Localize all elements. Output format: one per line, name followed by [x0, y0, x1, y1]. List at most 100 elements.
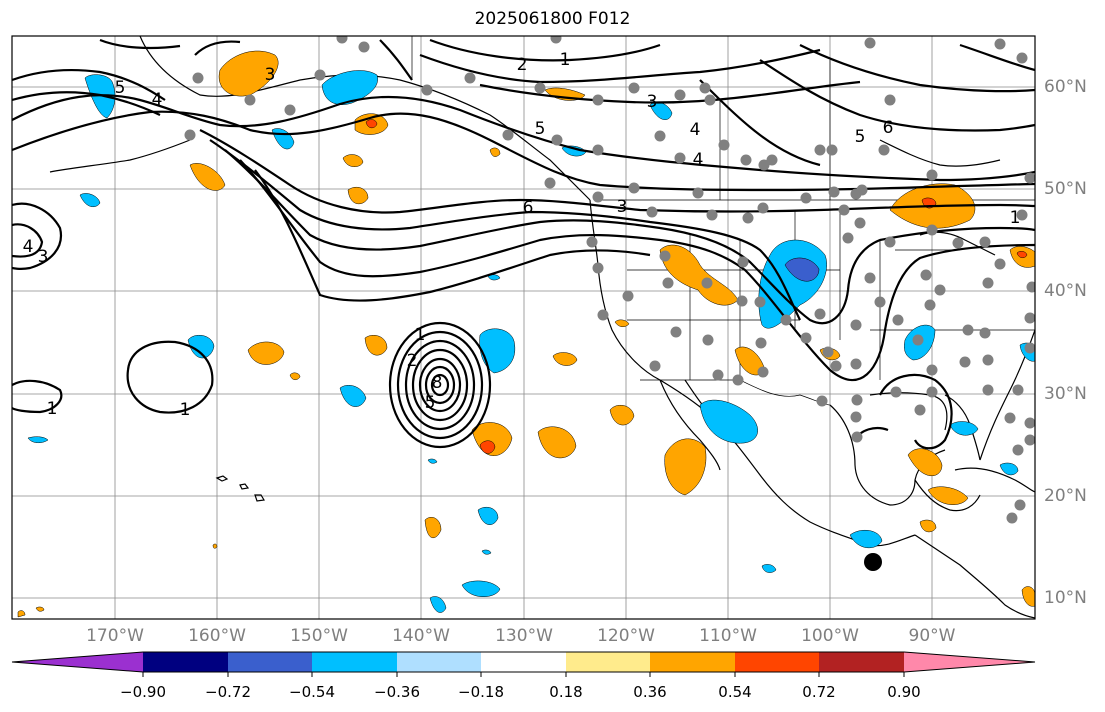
station-dot [646, 206, 658, 218]
station-dot [628, 82, 640, 94]
lat-label: 50°N [1044, 179, 1087, 199]
station-dot [649, 360, 661, 372]
svg-text:1: 1 [47, 399, 58, 419]
station-dot [674, 89, 686, 101]
station-dot [336, 36, 348, 44]
station-dot [718, 139, 730, 151]
station-dot [712, 369, 724, 381]
station-dot [864, 272, 876, 284]
svg-text:5: 5 [115, 78, 126, 98]
colorbar-tick: −0.36 [374, 683, 420, 701]
station-dot [926, 386, 938, 398]
contour-labels: 1 2 3 4 5 6 3 5 4 3 6 5 1 4 3 1 1 1 8 5 … [23, 50, 1021, 420]
station-dot [654, 130, 666, 142]
station-dot [692, 187, 704, 199]
lat-label: 30°N [1044, 384, 1087, 404]
station-dot [740, 154, 752, 166]
station-dot [464, 72, 476, 84]
lon-label: 160°W [188, 626, 246, 646]
svg-text:1: 1 [560, 50, 571, 70]
contour-lines [12, 38, 1035, 450]
lon-label: 140°W [392, 626, 450, 646]
station-dot [1024, 172, 1035, 184]
svg-text:1: 1 [180, 400, 191, 420]
station-dot [284, 104, 296, 116]
station-dot [622, 290, 634, 302]
station-dot [659, 250, 671, 262]
lon-label: 170°W [86, 626, 144, 646]
station-dot [1004, 412, 1016, 424]
colorbar-tick: −0.54 [289, 683, 335, 701]
station-dot [670, 326, 682, 338]
svg-text:6: 6 [883, 118, 894, 138]
lon-label: 90°W [908, 626, 956, 646]
station-dot [838, 204, 850, 216]
lon-label: 150°W [290, 626, 348, 646]
station-dot [982, 384, 994, 396]
station-dot [994, 258, 1006, 270]
station-dot [979, 327, 991, 339]
lon-label: 110°W [699, 626, 757, 646]
station-dot [982, 354, 994, 366]
svg-text:6: 6 [523, 198, 534, 218]
station-dot [736, 295, 748, 307]
station-dot [1014, 499, 1026, 511]
station-dot [826, 144, 838, 156]
station-dot [1012, 384, 1024, 396]
station-dot [1024, 342, 1035, 354]
station-dot [864, 37, 876, 49]
station-dot [754, 296, 766, 308]
station-dot [962, 324, 974, 336]
station-dot [828, 186, 840, 198]
station-dot [822, 346, 834, 358]
svg-text:4: 4 [152, 90, 163, 110]
svg-text:4: 4 [23, 237, 34, 257]
station-dot [702, 334, 714, 346]
station-dot [706, 209, 718, 221]
station-dot [850, 358, 862, 370]
station-dot [814, 144, 826, 156]
lon-label: 120°W [597, 626, 655, 646]
lon-label: 130°W [495, 626, 553, 646]
svg-text:5: 5 [425, 393, 436, 413]
station-dot [926, 364, 938, 376]
svg-text:4: 4 [693, 150, 704, 170]
station-dot [920, 269, 932, 281]
station-dot [1006, 512, 1018, 524]
station-dot [952, 237, 964, 249]
station-dot [842, 232, 854, 244]
station-dot [551, 134, 563, 146]
station-dot [800, 332, 812, 344]
station-dot [550, 36, 562, 44]
colorbar-tick: 0.36 [633, 683, 667, 701]
station-dot [244, 94, 256, 106]
station-dot [780, 314, 792, 326]
station-dot [994, 38, 1006, 50]
station-dot [979, 236, 991, 248]
station-dot [851, 431, 863, 443]
station-dot [737, 256, 749, 268]
station-dot [926, 224, 938, 236]
svg-text:3: 3 [647, 92, 658, 112]
station-dot [884, 94, 896, 106]
station-dot [544, 177, 556, 189]
colorbar-tick: 0.72 [802, 683, 836, 701]
station-dot [701, 277, 713, 289]
map-frame [11, 35, 1036, 620]
colorbar-tick: −0.72 [205, 683, 251, 701]
station-dot [959, 356, 971, 368]
svg-text:8: 8 [432, 373, 443, 393]
station-dot [1024, 312, 1035, 324]
station-dot [755, 337, 767, 349]
station-dot [924, 299, 936, 311]
target-marker [864, 553, 882, 571]
station-dot [592, 262, 604, 274]
positive-anomaly-regions [17, 50, 1035, 618]
station-dot [1026, 281, 1035, 293]
station-dot [816, 395, 828, 407]
station-dot [421, 84, 433, 96]
station-dot [534, 82, 546, 94]
observation-stations [184, 36, 1035, 524]
lon-label: 100°W [801, 626, 859, 646]
station-dot [674, 152, 686, 164]
